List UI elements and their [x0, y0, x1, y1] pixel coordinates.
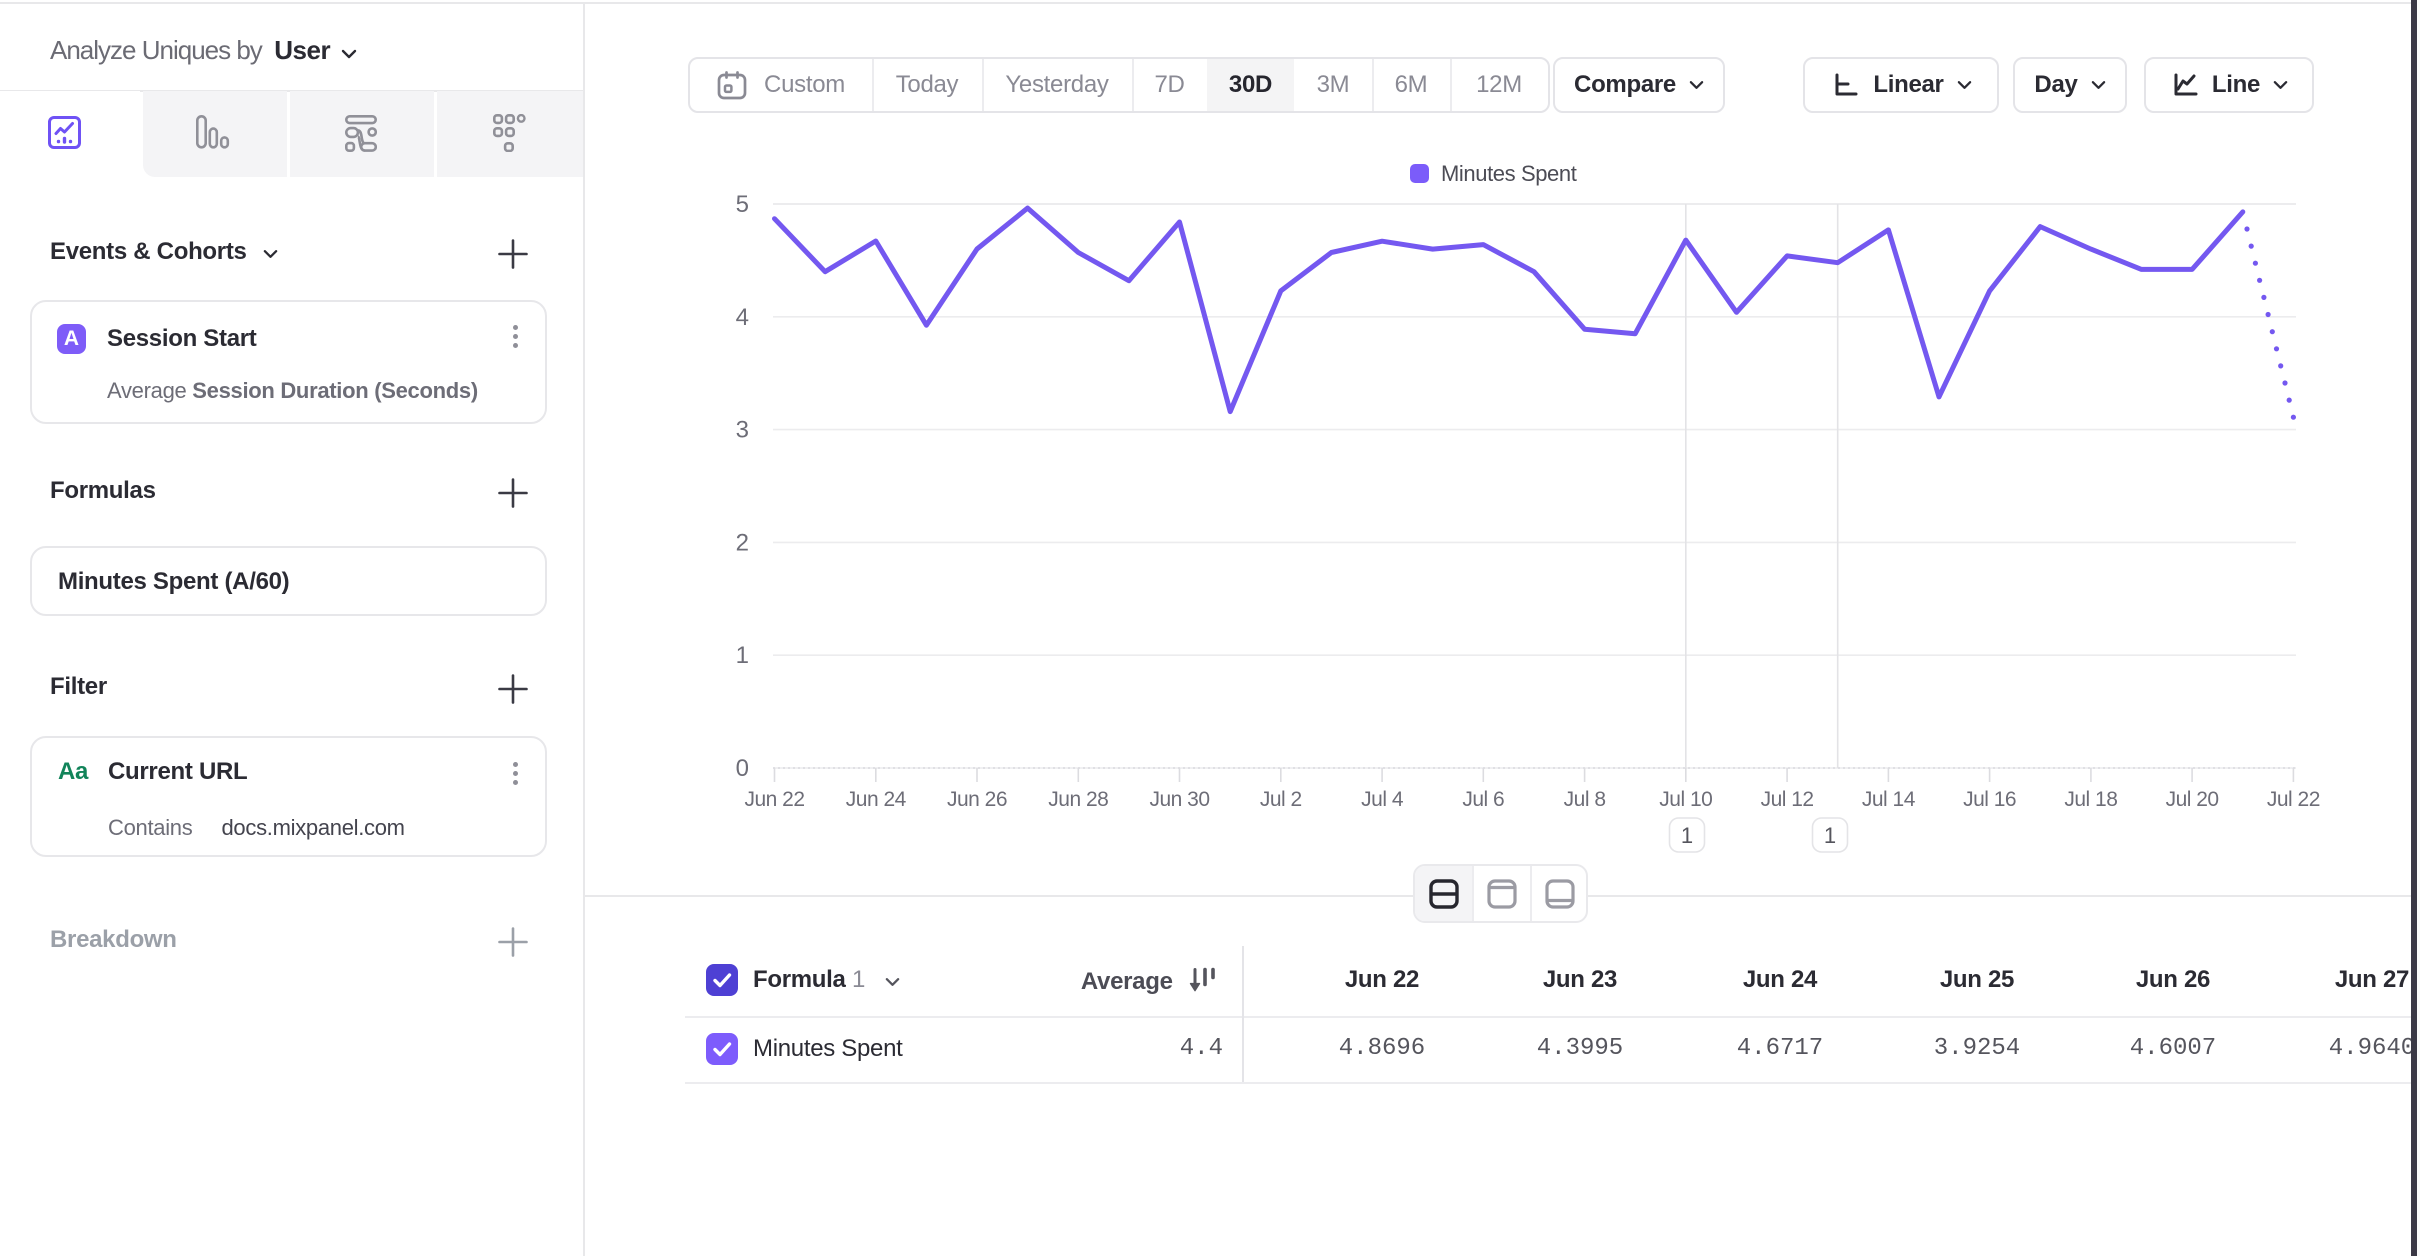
svg-text:4: 4 — [736, 304, 749, 331]
svg-text:Jun 22: Jun 22 — [744, 788, 804, 811]
svg-text:Jul 16: Jul 16 — [1963, 788, 2016, 811]
svg-text:Minutes Spent: Minutes Spent — [1441, 161, 1577, 186]
svg-text:Jul 22: Jul 22 — [2267, 788, 2320, 811]
svg-text:Jul 12: Jul 12 — [1761, 788, 1814, 811]
svg-text:1: 1 — [1681, 823, 1693, 848]
svg-text:Jul 14: Jul 14 — [1862, 788, 1916, 811]
svg-text:Jul 10: Jul 10 — [1659, 788, 1712, 811]
svg-text:0: 0 — [736, 755, 749, 782]
svg-text:1: 1 — [736, 642, 749, 669]
svg-text:Jul 4: Jul 4 — [1361, 788, 1404, 811]
svg-text:Jun 30: Jun 30 — [1149, 788, 1209, 811]
svg-text:Jul 18: Jul 18 — [2064, 788, 2117, 811]
svg-text:1: 1 — [1824, 823, 1836, 848]
svg-text:Jul 8: Jul 8 — [1564, 788, 1606, 811]
svg-text:Jul 2: Jul 2 — [1260, 788, 1302, 811]
svg-text:2: 2 — [736, 529, 749, 556]
svg-text:Jul 6: Jul 6 — [1462, 788, 1504, 811]
svg-text:5: 5 — [736, 191, 749, 218]
svg-text:Jun 24: Jun 24 — [846, 788, 907, 811]
svg-text:Jun 28: Jun 28 — [1048, 788, 1108, 811]
svg-text:Jun 26: Jun 26 — [947, 788, 1007, 811]
svg-text:Jul 20: Jul 20 — [2166, 788, 2219, 811]
svg-text:3: 3 — [736, 417, 749, 444]
